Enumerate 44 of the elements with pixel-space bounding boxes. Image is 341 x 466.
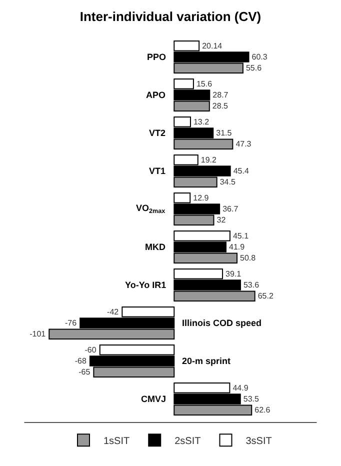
y-tick-label: 20-m sprint [182, 356, 231, 366]
data-label: 32 [216, 216, 226, 225]
data-label: 47.3 [236, 140, 252, 149]
legend-label: 3sSIT [246, 436, 272, 447]
data-label: 15.6 [196, 79, 213, 88]
data-label: 13.2 [193, 117, 210, 126]
data-label: 55.6 [246, 64, 262, 73]
data-label: 45.1 [232, 231, 250, 240]
y-tick-label: APO [146, 90, 166, 100]
y-tick-label: Yo-Yo IR1 [125, 280, 166, 290]
data-label: 20.14 [202, 41, 223, 50]
data-label: 28.7 [212, 90, 229, 100]
data-label: 50.8 [240, 254, 256, 263]
legend-label: 1sSIT [104, 436, 130, 447]
data-label: -65 [78, 368, 91, 377]
y-tick-label: VT2 [149, 128, 166, 138]
data-label: 65.2 [258, 292, 274, 301]
data-label: 62.6 [254, 406, 271, 415]
y-tick-label: MKD [145, 242, 166, 252]
y-tick-label: VO$_{2max}$ [136, 203, 166, 215]
data-label: 28.5 [212, 102, 229, 111]
data-label: 34.5 [220, 178, 236, 187]
data-label: 36.7 [222, 204, 239, 214]
data-label: 44.9 [232, 383, 249, 392]
data-label: 45.4 [233, 166, 250, 176]
legend-label: 2sSIT [174, 436, 201, 447]
y-tick-label: VT1 [149, 166, 166, 176]
data-label: 19.2 [200, 155, 218, 164]
data-label: -76 [64, 318, 78, 328]
y-tick-label: Illinois COD speed [182, 318, 262, 328]
data-label: 31.5 [216, 128, 232, 138]
data-label: -42 [107, 307, 120, 316]
data-label: -101 [30, 330, 46, 339]
data-label: 12.9 [193, 193, 210, 202]
data-label: 39.1 [226, 269, 242, 278]
y-tick-label: PPO [147, 52, 166, 62]
y-tick-label: CMVJ [141, 394, 166, 404]
data-label: -68 [74, 356, 87, 366]
data-label: 53.6 [243, 280, 260, 290]
chart-title: Inter-individual variation (CV) [80, 8, 262, 24]
data-label: 60.3 [252, 52, 268, 62]
data-label: -60 [84, 345, 97, 354]
data-label: 41.9 [229, 242, 246, 252]
data-label: 53.5 [243, 394, 260, 404]
